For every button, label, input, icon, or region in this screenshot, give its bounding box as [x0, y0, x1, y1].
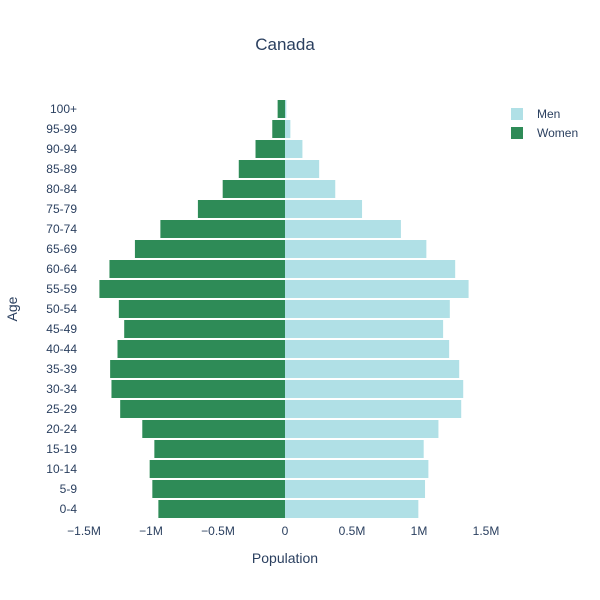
y-tick-label: 30-34 [46, 382, 77, 396]
x-tick-label: 0 [282, 524, 289, 538]
y-tick-label: 80-84 [46, 182, 77, 196]
x-tick-label: 1.5M [473, 524, 500, 538]
y-tick-label: 40-44 [46, 342, 77, 356]
bar-men-90-94[interactable] [285, 140, 303, 158]
x-tick-label: −0.5M [201, 524, 235, 538]
bar-men-65-69[interactable] [285, 240, 427, 258]
bar-women-20-24[interactable] [142, 420, 285, 438]
bar-men-35-39[interactable] [285, 360, 460, 378]
bar-men-85-89[interactable] [285, 160, 320, 178]
bar-women-100+[interactable] [277, 100, 285, 118]
bar-women-85-89[interactable] [238, 160, 285, 178]
y-tick-label: 10-14 [46, 462, 77, 476]
bar-men-100+[interactable] [285, 100, 287, 118]
bar-men-10-14[interactable] [285, 460, 429, 478]
bar-women-95-99[interactable] [272, 120, 285, 138]
x-tick-label: −1M [139, 524, 163, 538]
bar-men-45-49[interactable] [285, 320, 444, 338]
bar-men-95-99[interactable] [285, 120, 291, 138]
bar-men-60-64[interactable] [285, 260, 456, 278]
y-tick-label: 100+ [50, 102, 77, 116]
x-tick-label: 1M [411, 524, 428, 538]
bar-women-15-19[interactable] [154, 440, 285, 458]
bar-men-5-9[interactable] [285, 480, 426, 498]
bar-men-55-59[interactable] [285, 280, 469, 298]
bar-men-15-19[interactable] [285, 440, 424, 458]
bars-group [99, 100, 469, 518]
bar-women-75-79[interactable] [197, 200, 285, 218]
x-axis-ticks: −1.5M −1M −0.5M 0 0.5M 1M 1.5M [67, 524, 499, 538]
bar-women-70-74[interactable] [160, 220, 285, 238]
legend-swatch [511, 127, 523, 139]
y-axis-title: Age [4, 296, 20, 321]
bar-men-25-29[interactable] [285, 400, 462, 418]
legend-swatch [511, 108, 523, 120]
y-tick-label: 55-59 [46, 282, 77, 296]
y-tick-label: 15-19 [46, 442, 77, 456]
y-tick-label: 65-69 [46, 242, 77, 256]
y-tick-label: 20-24 [46, 422, 77, 436]
x-axis-title: Population [252, 550, 318, 566]
bar-women-90-94[interactable] [255, 140, 285, 158]
y-tick-label: 90-94 [46, 142, 77, 156]
x-tick-label: −1.5M [67, 524, 101, 538]
bar-women-5-9[interactable] [152, 480, 285, 498]
y-tick-label: 50-54 [46, 302, 77, 316]
bar-women-65-69[interactable] [134, 240, 285, 258]
bar-men-75-79[interactable] [285, 200, 363, 218]
y-tick-label: 75-79 [46, 202, 77, 216]
y-axis-ticks: 0-4 5-9 10-14 15-19 20-24 25-29 30-34 35-39 40-4… [46, 102, 77, 516]
bar-men-70-74[interactable] [285, 220, 401, 238]
legend-item-women[interactable]: Women [511, 126, 578, 140]
bar-women-0-4[interactable] [158, 500, 285, 518]
chart-title: Canada [255, 35, 315, 54]
y-tick-label: 35-39 [46, 362, 77, 376]
bar-women-25-29[interactable] [120, 400, 286, 418]
y-tick-label: 0-4 [60, 502, 78, 516]
legend-label: Men [537, 107, 560, 121]
bar-women-10-14[interactable] [149, 460, 285, 478]
y-tick-label: 45-49 [46, 322, 77, 336]
bar-women-35-39[interactable] [110, 360, 285, 378]
bar-women-60-64[interactable] [109, 260, 286, 278]
y-tick-label: 70-74 [46, 222, 77, 236]
bar-men-30-34[interactable] [285, 380, 464, 398]
bar-women-30-34[interactable] [111, 380, 285, 398]
bar-men-40-44[interactable] [285, 340, 450, 358]
bar-women-80-84[interactable] [222, 180, 285, 198]
bar-women-55-59[interactable] [99, 280, 285, 298]
bar-men-50-54[interactable] [285, 300, 450, 318]
y-tick-label: 95-99 [46, 122, 77, 136]
y-tick-label: 25-29 [46, 402, 77, 416]
bar-men-0-4[interactable] [285, 500, 419, 518]
legend[interactable]: Men Women [511, 107, 578, 140]
legend-item-men[interactable]: Men [511, 107, 560, 121]
bar-women-50-54[interactable] [118, 300, 285, 318]
legend-label: Women [537, 126, 578, 140]
bar-men-20-24[interactable] [285, 420, 439, 438]
y-tick-label: 60-64 [46, 262, 77, 276]
x-tick-label: 0.5M [339, 524, 366, 538]
y-tick-label: 85-89 [46, 162, 77, 176]
bar-men-80-84[interactable] [285, 180, 336, 198]
bar-women-45-49[interactable] [124, 320, 285, 338]
bar-women-40-44[interactable] [117, 340, 286, 358]
y-tick-label: 5-9 [60, 482, 78, 496]
